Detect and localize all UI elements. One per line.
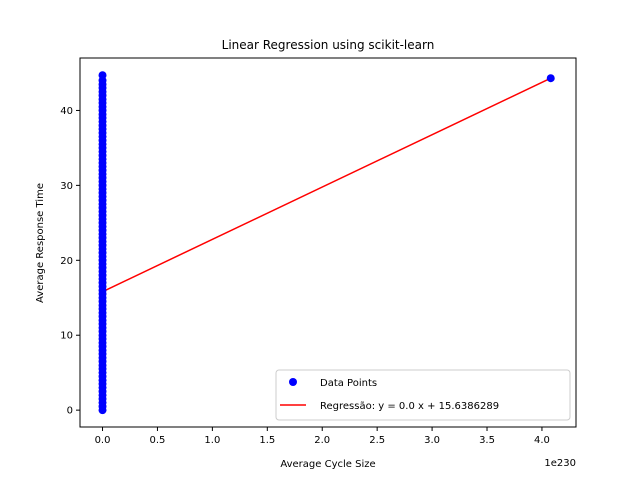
x-tick-label: 0.0 — [95, 435, 111, 446]
chart-title: Linear Regression using scikit-learn — [222, 38, 435, 52]
y-tick-label: 30 — [60, 181, 73, 192]
x-tick-label: 1.5 — [259, 435, 275, 446]
y-tick-label: 10 — [60, 331, 73, 342]
legend-label-data-points: Data Points — [320, 378, 377, 389]
x-tick-label: 4.0 — [534, 435, 550, 446]
x-axis: 0.0 0.5 1.0 1.5 2.0 2.5 3.0 3.5 4.0 — [95, 427, 550, 446]
y-axis: 0 10 20 30 40 — [60, 106, 80, 417]
x-tick-label: 3.5 — [479, 435, 495, 446]
y-tick-label: 40 — [60, 106, 73, 117]
legend-label-regression: Regressão: y = 0.0 x + 15.6386289 — [320, 401, 499, 412]
x-tick-label: 2.5 — [369, 435, 385, 446]
plot-frame — [79, 57, 577, 428]
x-tick-label: 0.5 — [149, 435, 165, 446]
y-axis-label: Average Response Time — [35, 183, 46, 303]
legend-marker-data-points — [289, 378, 297, 386]
regression-line — [104, 77, 552, 292]
x-tick-label: 2.0 — [314, 435, 330, 446]
plot-marks — [98, 71, 555, 415]
data-point — [546, 74, 555, 83]
x-tick-label: 3.0 — [424, 435, 440, 446]
y-tick-label: 20 — [60, 256, 73, 267]
x-offset-label: 1e230 — [544, 458, 576, 469]
x-axis-label: Average Cycle Size — [280, 459, 375, 470]
y-tick-label: 0 — [67, 406, 73, 417]
legend: Data Points Regressão: y = 0.0 x + 15.63… — [275, 369, 571, 421]
data-point — [98, 71, 107, 80]
legend-box — [275, 369, 571, 421]
x-tick-label: 1.0 — [204, 435, 220, 446]
